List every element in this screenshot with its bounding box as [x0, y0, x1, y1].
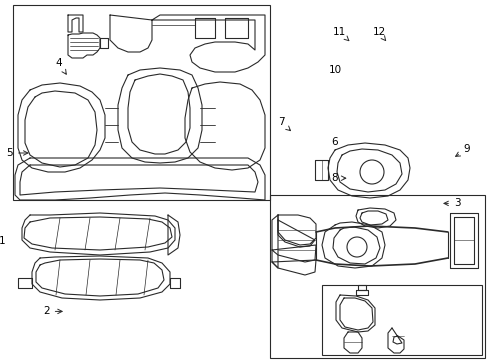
Text: 4: 4: [55, 58, 66, 74]
Bar: [269, 195, 484, 358]
Text: 2: 2: [43, 306, 62, 316]
Text: 5: 5: [6, 148, 28, 158]
Text: 7: 7: [277, 117, 290, 131]
Text: 12: 12: [371, 27, 385, 41]
Text: 10: 10: [328, 65, 341, 75]
Text: 6: 6: [331, 137, 338, 147]
Bar: [321, 285, 481, 355]
Text: 8: 8: [331, 173, 345, 183]
Text: 9: 9: [455, 144, 469, 156]
Text: 3: 3: [443, 198, 460, 208]
Text: 11: 11: [332, 27, 348, 41]
Bar: [13, 5, 269, 200]
Text: 1: 1: [0, 236, 6, 246]
